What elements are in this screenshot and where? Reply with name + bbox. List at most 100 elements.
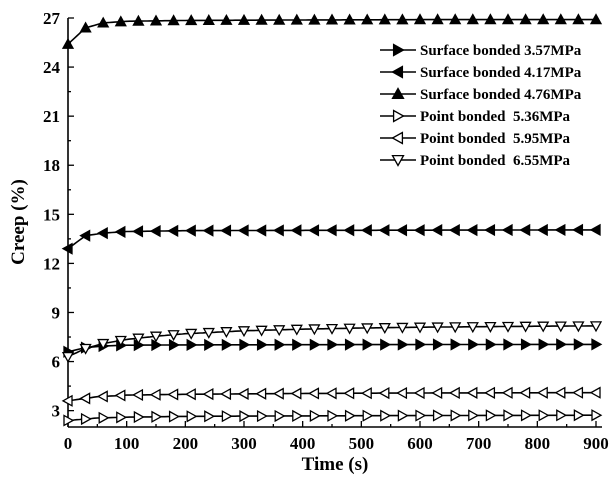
y-tick-label: 6 xyxy=(52,353,61,372)
data-point xyxy=(466,386,478,399)
data-point xyxy=(308,387,320,400)
data-point xyxy=(432,409,444,422)
data-point xyxy=(61,37,75,49)
data-point xyxy=(239,338,251,351)
data-point xyxy=(202,388,214,401)
legend-label: Point bonded 5.95MPa xyxy=(420,131,571,147)
data-point xyxy=(79,229,91,242)
data-point xyxy=(503,338,515,351)
data-point xyxy=(537,321,550,333)
data-point xyxy=(415,338,427,351)
data-point xyxy=(501,223,513,237)
data-point xyxy=(466,322,479,334)
data-point xyxy=(237,13,251,25)
data-point xyxy=(448,386,460,400)
series-6 xyxy=(61,321,603,363)
data-point xyxy=(538,338,550,351)
data-point xyxy=(485,409,497,422)
data-point xyxy=(168,338,180,352)
data-point xyxy=(272,224,284,237)
data-point xyxy=(432,338,444,351)
data-point xyxy=(133,410,145,424)
data-point xyxy=(79,392,91,405)
data-point xyxy=(151,410,163,423)
legend-item: Point bonded 5.95MPa xyxy=(380,131,571,147)
legend-item: Point bonded 5.36MPa xyxy=(380,109,571,125)
data-point xyxy=(168,410,180,423)
data-point xyxy=(61,352,75,363)
x-tick-label: 900 xyxy=(583,434,609,453)
data-point xyxy=(413,224,425,237)
data-point xyxy=(186,410,198,423)
data-point xyxy=(572,223,584,236)
x-tick-label: 400 xyxy=(290,434,316,453)
data-point xyxy=(202,224,214,237)
data-point xyxy=(255,325,268,337)
data-point xyxy=(114,335,127,347)
data-point xyxy=(450,409,462,422)
series-4 xyxy=(63,409,603,427)
data-point xyxy=(520,338,532,351)
data-point xyxy=(554,13,567,25)
y-tick-label: 9 xyxy=(52,303,61,322)
data-point xyxy=(132,225,144,238)
data-point xyxy=(273,13,286,25)
data-point xyxy=(167,14,180,26)
data-point xyxy=(149,388,161,401)
y-tick-label: 3 xyxy=(52,402,61,421)
data-point xyxy=(114,389,126,402)
data-point xyxy=(186,338,198,351)
data-point xyxy=(61,242,73,255)
x-tick-label: 500 xyxy=(349,434,375,453)
data-point xyxy=(149,14,163,26)
data-point xyxy=(220,13,233,25)
data-point xyxy=(538,409,550,422)
data-point xyxy=(292,338,304,351)
data-point xyxy=(378,323,391,335)
data-point xyxy=(556,338,568,351)
data-point xyxy=(185,14,198,26)
data-point xyxy=(114,225,126,239)
x-tick-label: 200 xyxy=(173,434,199,453)
data-point xyxy=(572,13,585,25)
data-point xyxy=(255,13,268,25)
data-point xyxy=(466,13,479,25)
data-point xyxy=(484,386,496,399)
data-point xyxy=(485,338,497,351)
data-point xyxy=(397,338,409,351)
data-point xyxy=(501,386,513,399)
data-point xyxy=(573,409,585,422)
data-point xyxy=(97,16,110,28)
data-point xyxy=(520,409,532,422)
data-point xyxy=(184,388,196,401)
data-point xyxy=(325,323,339,335)
data-point xyxy=(519,223,531,237)
y-tick-label: 27 xyxy=(43,9,61,28)
legend-item: Surface bonded 3.57MPa xyxy=(380,43,582,59)
data-point xyxy=(448,224,460,237)
data-point xyxy=(554,386,566,399)
data-point xyxy=(308,13,321,25)
data-point xyxy=(63,414,75,427)
data-point xyxy=(256,409,268,423)
x-tick-label: 300 xyxy=(231,434,257,453)
legend-item: Surface bonded 4.76MPa xyxy=(380,87,582,103)
data-point xyxy=(309,409,321,422)
legend-marker xyxy=(391,87,405,100)
data-point xyxy=(536,223,548,237)
data-point xyxy=(396,224,408,237)
data-point xyxy=(132,388,144,402)
data-point xyxy=(360,387,372,400)
data-point xyxy=(290,324,303,336)
x-tick-label: 700 xyxy=(466,434,492,453)
data-point xyxy=(274,409,286,423)
series-5 xyxy=(61,386,601,407)
data-point xyxy=(202,14,215,26)
data-point xyxy=(360,224,372,237)
data-point xyxy=(431,322,444,334)
data-point xyxy=(589,321,603,333)
data-point xyxy=(468,338,480,351)
data-point xyxy=(589,223,601,236)
data-point xyxy=(61,394,73,407)
data-point xyxy=(468,409,480,422)
